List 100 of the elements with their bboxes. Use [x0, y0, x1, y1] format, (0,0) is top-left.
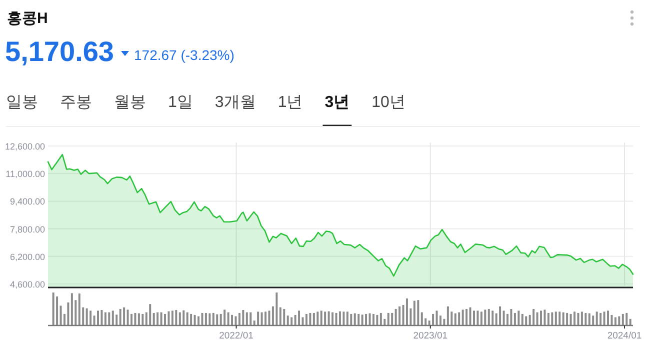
- bar: [112, 310, 114, 326]
- bar: [119, 309, 122, 326]
- text: 172.67 (-3.23%): [134, 47, 234, 63]
- bar: [510, 309, 512, 326]
- bar: [580, 312, 583, 326]
- bar: [596, 312, 598, 326]
- bar: [610, 314, 613, 326]
- chart-subtitle: 5,170.63: [5, 36, 114, 67]
- bar: [283, 309, 286, 326]
- bar: [264, 312, 267, 326]
- bar: [96, 310, 99, 326]
- bar: [532, 309, 535, 326]
- bar: [152, 312, 155, 326]
- bar: [198, 316, 200, 326]
- bar: [250, 312, 252, 326]
- bar: [346, 312, 348, 326]
- text: 주봉: [60, 94, 92, 111]
- bar: [123, 307, 126, 326]
- bar: [212, 312, 214, 326]
- bar: [466, 309, 468, 326]
- bar: [584, 312, 587, 326]
- bar: [332, 312, 334, 326]
- bar: [518, 310, 520, 326]
- x-tick-label: 2023/01: [413, 330, 448, 342]
- bar: [622, 314, 624, 326]
- bar: [577, 312, 580, 326]
- bar: [413, 300, 416, 326]
- bar: [305, 314, 308, 326]
- bar: [629, 318, 632, 326]
- bar: [328, 311, 330, 326]
- y-tick-label: 4,600.00: [10, 280, 45, 290]
- text: 10년: [372, 94, 406, 111]
- bar: [454, 313, 456, 326]
- bar: [436, 310, 438, 326]
- bar: [171, 310, 174, 326]
- bar: [570, 314, 572, 326]
- bar: [458, 312, 460, 326]
- bar: [443, 318, 446, 326]
- bar: [182, 310, 185, 326]
- bar: [220, 314, 222, 326]
- bar: [391, 312, 394, 326]
- bar: [130, 314, 132, 326]
- text: 1년: [278, 94, 303, 111]
- bar: [156, 312, 159, 326]
- bar: [476, 310, 479, 326]
- bar: [372, 314, 374, 326]
- bar: [536, 312, 538, 326]
- bar: [394, 309, 397, 326]
- bar: [142, 314, 144, 326]
- bar: [469, 307, 472, 326]
- bar: [149, 304, 152, 326]
- bar: [257, 312, 260, 326]
- bar: [201, 312, 204, 326]
- bar: [525, 316, 528, 326]
- text: 3개월: [214, 94, 256, 111]
- bar: [108, 312, 110, 326]
- bar: [279, 307, 282, 326]
- bar: [354, 313, 356, 326]
- bar: [488, 309, 490, 326]
- bar: [324, 312, 326, 326]
- bar: [387, 312, 390, 326]
- bar: [231, 314, 234, 326]
- bar: [116, 314, 118, 326]
- y-tick-label: 9,400.00: [10, 196, 45, 207]
- bar: [246, 312, 248, 326]
- bar: [320, 310, 322, 326]
- bar: [492, 310, 494, 326]
- bar: [547, 312, 550, 326]
- bar: [521, 314, 524, 326]
- bar: [138, 313, 140, 326]
- text: 월봉: [114, 94, 146, 111]
- bar: [100, 310, 103, 326]
- bar: [52, 292, 54, 326]
- bar: [554, 312, 557, 326]
- bar: [614, 317, 616, 326]
- y-tick-label: 12,600.00: [4, 141, 45, 152]
- bar: [626, 312, 628, 326]
- bar: [70, 293, 73, 326]
- bar: [588, 313, 590, 326]
- bar: [164, 314, 166, 326]
- bar: [90, 310, 92, 326]
- bar: [618, 316, 620, 326]
- bar: [603, 312, 606, 326]
- bar: [78, 293, 80, 326]
- bar: [544, 310, 546, 326]
- y-tick-label: 6,200.00: [10, 252, 45, 262]
- bar: [268, 310, 270, 326]
- bar: [56, 296, 58, 326]
- bar: [227, 312, 230, 326]
- bar: [607, 310, 609, 326]
- bar: [514, 312, 516, 326]
- text: 일봉: [6, 94, 38, 111]
- bar: [420, 312, 423, 326]
- bar: [335, 312, 338, 326]
- bar: [104, 312, 106, 326]
- chart-title: 홍콩H: [7, 10, 48, 27]
- bar: [134, 312, 136, 326]
- bar: [86, 308, 88, 326]
- bar: [242, 310, 244, 326]
- x-tick-label: 2022/01: [219, 330, 254, 342]
